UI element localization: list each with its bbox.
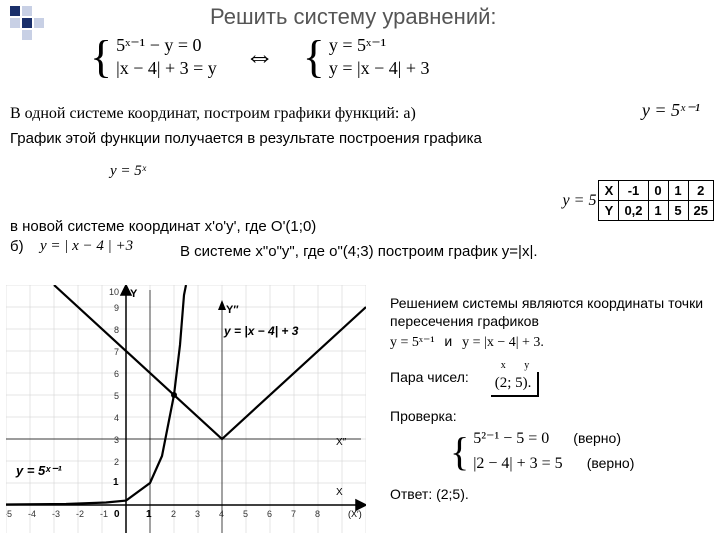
eq-a: y = 5ˣ⁻¹ bbox=[642, 100, 700, 121]
answer: Ответ: (2;5). bbox=[390, 485, 710, 503]
graph-line-1: График этой функции получается в результ… bbox=[10, 130, 510, 147]
svg-text:-5: -5 bbox=[6, 509, 12, 519]
svg-text:7: 7 bbox=[291, 509, 296, 519]
svg-text:3: 3 bbox=[195, 509, 200, 519]
svg-text:1: 1 bbox=[146, 509, 152, 520]
solution-column: Решением системы являются координаты точ… bbox=[390, 290, 710, 507]
pair-value: (2; 5). bbox=[491, 372, 540, 398]
equiv-arrow: ⇔ bbox=[245, 40, 275, 74]
svg-text:1: 1 bbox=[113, 477, 119, 488]
svg-text:3: 3 bbox=[114, 435, 119, 445]
sol-eq2: y = |x − 4| + 3. bbox=[462, 335, 544, 350]
svg-text:10: 10 bbox=[109, 287, 119, 297]
line-b2: В системе x"o"y", где о"(4;3) построим г… bbox=[180, 243, 538, 260]
check-system: { 5²⁻¹ − 5 = 0(верно) |2 − 4| + 3 = 5(ве… bbox=[450, 429, 710, 475]
sol-eq1: y = 5ˣ⁻¹ bbox=[390, 335, 435, 350]
check-1: 5²⁻¹ − 5 = 0 bbox=[473, 430, 549, 447]
svg-text:4: 4 bbox=[114, 413, 119, 423]
table-row-x: X -10 12 bbox=[599, 181, 714, 201]
svg-text:5: 5 bbox=[243, 509, 248, 519]
graph-line-2: в новой системе координат x'o'y', где О'… bbox=[10, 218, 316, 235]
table-prefix: y = 5 bbox=[563, 192, 597, 210]
sys2-line2: y = |x − 4| + 3 bbox=[329, 58, 430, 79]
svg-text:Y: Y bbox=[130, 288, 138, 300]
svg-text:Y″: Y″ bbox=[226, 304, 239, 316]
page-title: Решить систему уравнений: bbox=[210, 4, 497, 30]
eq-base: y = 5ˣ bbox=[110, 163, 146, 180]
svg-text:5: 5 bbox=[114, 391, 119, 401]
intro-line: В одной системе координат, построим граф… bbox=[10, 105, 416, 123]
svg-text:2: 2 bbox=[114, 457, 119, 467]
verno-1: (верно) bbox=[573, 430, 621, 446]
svg-text:8: 8 bbox=[114, 325, 119, 335]
svg-text:-2: -2 bbox=[76, 509, 84, 519]
system-1: { 5ˣ⁻¹ − y = 0 |x − 4| + 3 = y bbox=[90, 35, 217, 79]
sol-and: и bbox=[444, 333, 452, 349]
systems-row: { 5ˣ⁻¹ − y = 0 |x − 4| + 3 = y ⇔ { y = 5… bbox=[90, 35, 430, 79]
system-2: { y = 5ˣ⁻¹ y = |x − 4| + 3 bbox=[303, 35, 430, 79]
svg-text:8: 8 bbox=[315, 509, 320, 519]
sys1-line2: |x − 4| + 3 = y bbox=[116, 58, 217, 79]
xy-table: y = 5 X -10 12 Y 0,21 525 bbox=[563, 180, 714, 221]
svg-text:y = 5ˣ⁻¹: y = 5ˣ⁻¹ bbox=[15, 463, 62, 478]
pair-label: Пара чисел: bbox=[390, 369, 469, 385]
svg-text:X: X bbox=[336, 487, 343, 498]
svg-text:(X′): (X′) bbox=[348, 509, 362, 519]
svg-text:4: 4 bbox=[219, 509, 224, 519]
svg-text:9: 9 bbox=[114, 303, 119, 313]
svg-text:-1: -1 bbox=[100, 509, 108, 519]
solution-text: Решением системы являются координаты точ… bbox=[390, 294, 710, 330]
sys2-line1: y = 5ˣ⁻¹ bbox=[329, 35, 430, 56]
svg-text:7: 7 bbox=[114, 347, 119, 357]
table-row-y: Y 0,21 525 bbox=[599, 201, 714, 221]
decoration-squares bbox=[10, 6, 44, 40]
svg-text:6: 6 bbox=[267, 509, 272, 519]
verno-2: (верно) bbox=[587, 455, 635, 471]
svg-text:6: 6 bbox=[114, 369, 119, 379]
label-b: б) bbox=[10, 238, 24, 255]
eq-b: y = | x − 4 | +3 bbox=[40, 238, 133, 255]
svg-text:0: 0 bbox=[114, 509, 120, 520]
xy-sub-label: x y bbox=[501, 359, 540, 372]
check-2: |2 − 4| + 3 = 5 bbox=[473, 455, 562, 472]
svg-text:2: 2 bbox=[171, 509, 176, 519]
svg-text:-4: -4 bbox=[28, 509, 36, 519]
svg-text:-3: -3 bbox=[52, 509, 60, 519]
svg-text:X″: X″ bbox=[336, 437, 347, 448]
coordinate-graph: 0 1 1 Y Y″ X″ X (X′) y = |x − 4| + 3 y =… bbox=[6, 285, 366, 533]
sys1-line1: 5ˣ⁻¹ − y = 0 bbox=[116, 35, 217, 56]
svg-text:y = |x − 4| + 3: y = |x − 4| + 3 bbox=[223, 324, 299, 338]
check-label: Проверка: bbox=[390, 407, 710, 425]
